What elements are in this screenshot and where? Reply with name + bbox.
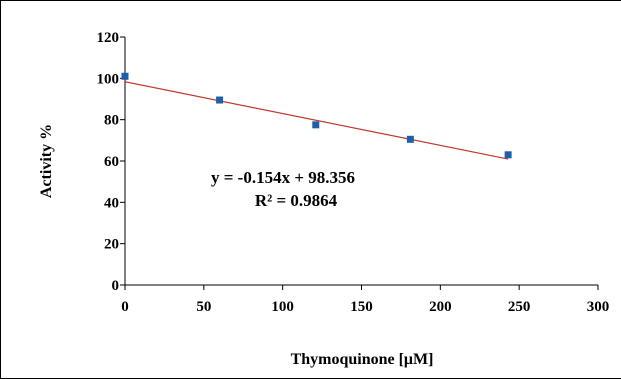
y-tick-label: 80 xyxy=(104,113,119,129)
x-tick-label: 150 xyxy=(350,299,373,315)
x-tick-label: 50 xyxy=(196,299,211,315)
y-tick-label: 40 xyxy=(104,195,119,211)
trendline xyxy=(124,81,509,160)
x-tick-label: 100 xyxy=(271,299,294,315)
x-axis-title: Thymoquinone [μM] xyxy=(291,351,434,368)
x-tick-label: 0 xyxy=(121,299,129,315)
y-tick-label: 100 xyxy=(97,71,120,87)
x-tick-label: 250 xyxy=(508,299,531,315)
y-tick-label: 0 xyxy=(112,278,120,294)
y-tick-label: 120 xyxy=(97,30,120,46)
data-point xyxy=(504,151,512,159)
y-axis-title: Activity % xyxy=(38,124,55,198)
data-point xyxy=(121,72,129,80)
r-squared-label: R² = 0.9864 xyxy=(255,191,338,210)
data-point xyxy=(406,135,414,143)
data-point xyxy=(312,121,320,129)
trendline-equation: y = -0.154x + 98.356 xyxy=(211,168,355,187)
y-tick-label: 20 xyxy=(104,237,119,253)
x-tick-label: 300 xyxy=(587,299,610,315)
x-tick-label: 200 xyxy=(429,299,452,315)
plot-area: 0 20 40 60 80 100 120 0 50 100 150 200 250 300 xyxy=(97,30,610,315)
data-point xyxy=(216,96,224,104)
y-tick-label: 60 xyxy=(104,154,119,170)
